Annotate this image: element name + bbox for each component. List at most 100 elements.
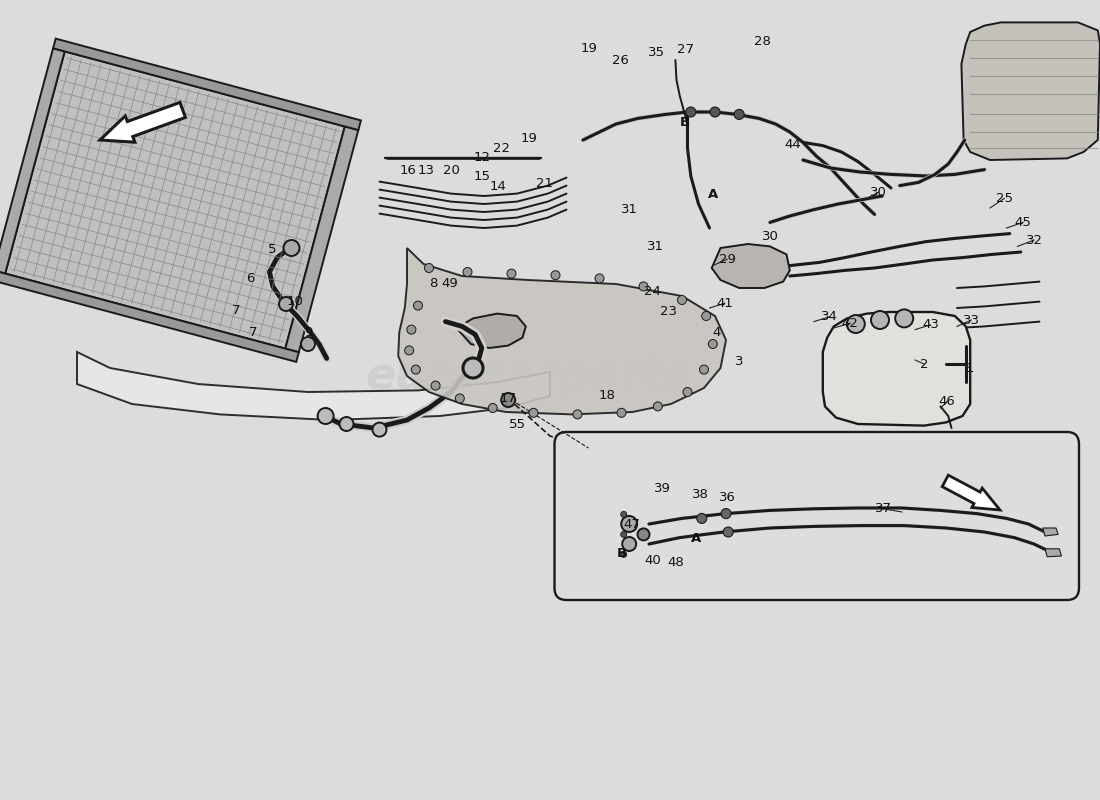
Text: 39: 39	[653, 482, 671, 495]
Polygon shape	[100, 102, 186, 142]
Point	[309, 258, 322, 268]
Point	[295, 306, 308, 316]
Point	[28, 109, 41, 118]
Text: 31: 31	[647, 240, 664, 253]
Line: 2 pts: 2 pts	[33, 62, 91, 277]
Line: 2 pts: 2 pts	[122, 86, 179, 301]
Text: 20: 20	[442, 164, 460, 177]
Point	[143, 306, 156, 316]
Line: 2 pts: 2 pts	[64, 70, 337, 142]
Circle shape	[573, 410, 582, 419]
Point	[224, 84, 238, 94]
Line: 2 pts: 2 pts	[250, 120, 307, 334]
Circle shape	[373, 422, 386, 437]
Text: 5: 5	[267, 243, 276, 256]
Line: 2 pts: 2 pts	[52, 114, 324, 186]
Point	[234, 84, 248, 94]
Point	[82, 84, 96, 94]
Point	[28, 98, 41, 107]
Text: A: A	[707, 188, 718, 201]
Point	[234, 306, 248, 316]
Point	[309, 201, 322, 210]
Point	[28, 235, 41, 245]
Point	[28, 213, 41, 222]
Circle shape	[685, 107, 696, 117]
Point	[184, 306, 197, 316]
Circle shape	[488, 403, 497, 413]
Point	[102, 306, 116, 316]
Point	[174, 84, 187, 94]
Circle shape	[551, 270, 560, 280]
Point	[52, 84, 65, 94]
Point	[309, 270, 322, 279]
Line: 2 pts: 2 pts	[32, 191, 304, 264]
Text: 24: 24	[644, 285, 661, 298]
Point	[309, 143, 322, 153]
Point	[265, 84, 278, 94]
Text: 12: 12	[473, 151, 491, 164]
Point	[214, 84, 228, 94]
Text: 40: 40	[644, 554, 661, 566]
Point	[309, 178, 322, 187]
Line: 2 pts: 2 pts	[16, 246, 289, 320]
Line: 2 pts: 2 pts	[161, 97, 219, 311]
Point	[133, 306, 146, 316]
Point	[244, 306, 257, 316]
Point	[309, 247, 322, 257]
Point	[72, 306, 85, 316]
Circle shape	[425, 263, 433, 273]
Point	[275, 306, 288, 316]
Point	[285, 84, 298, 94]
Line: 2 pts: 2 pts	[29, 202, 300, 275]
Text: 44: 44	[784, 138, 802, 150]
Point	[62, 306, 75, 316]
Line: 2 pts: 2 pts	[11, 269, 283, 342]
Circle shape	[723, 527, 734, 537]
Circle shape	[340, 417, 353, 431]
Point	[309, 282, 322, 291]
Line: 2 pts: 2 pts	[55, 102, 328, 175]
Line: 2 pts: 2 pts	[240, 118, 297, 332]
Point	[184, 84, 197, 94]
Text: 47: 47	[623, 518, 640, 530]
Point	[275, 84, 288, 94]
Point	[309, 155, 322, 165]
Polygon shape	[712, 244, 790, 288]
Text: 35: 35	[648, 46, 666, 58]
Line: 2 pts: 2 pts	[82, 76, 140, 290]
Text: 3: 3	[735, 355, 744, 368]
Bar	[0, 48, 65, 274]
Point	[133, 84, 146, 94]
Point	[143, 84, 156, 94]
Point	[28, 258, 41, 268]
Point	[62, 84, 75, 94]
Circle shape	[463, 358, 483, 378]
Point	[153, 306, 166, 316]
Text: 37: 37	[874, 502, 892, 515]
Bar	[53, 38, 361, 130]
Circle shape	[734, 110, 745, 119]
Line: 2 pts: 2 pts	[92, 78, 150, 293]
Line: 2 pts: 2 pts	[37, 169, 310, 242]
Polygon shape	[77, 352, 550, 420]
Point	[224, 306, 238, 316]
Circle shape	[683, 387, 692, 397]
Circle shape	[702, 311, 711, 321]
Point	[28, 270, 41, 279]
Line: 2 pts: 2 pts	[63, 70, 120, 285]
Circle shape	[620, 531, 627, 538]
Line: 2 pts: 2 pts	[24, 60, 81, 274]
Point	[82, 306, 96, 316]
Line: 2 pts: 2 pts	[278, 128, 337, 342]
Point	[28, 282, 41, 291]
Point	[309, 293, 322, 302]
Point	[309, 166, 322, 176]
Point	[32, 84, 45, 94]
Point	[265, 306, 278, 316]
Text: 18: 18	[598, 389, 616, 402]
Circle shape	[455, 394, 464, 403]
Text: 4: 4	[712, 326, 720, 338]
Circle shape	[639, 282, 648, 291]
Text: 17: 17	[499, 392, 517, 405]
Circle shape	[507, 269, 516, 278]
